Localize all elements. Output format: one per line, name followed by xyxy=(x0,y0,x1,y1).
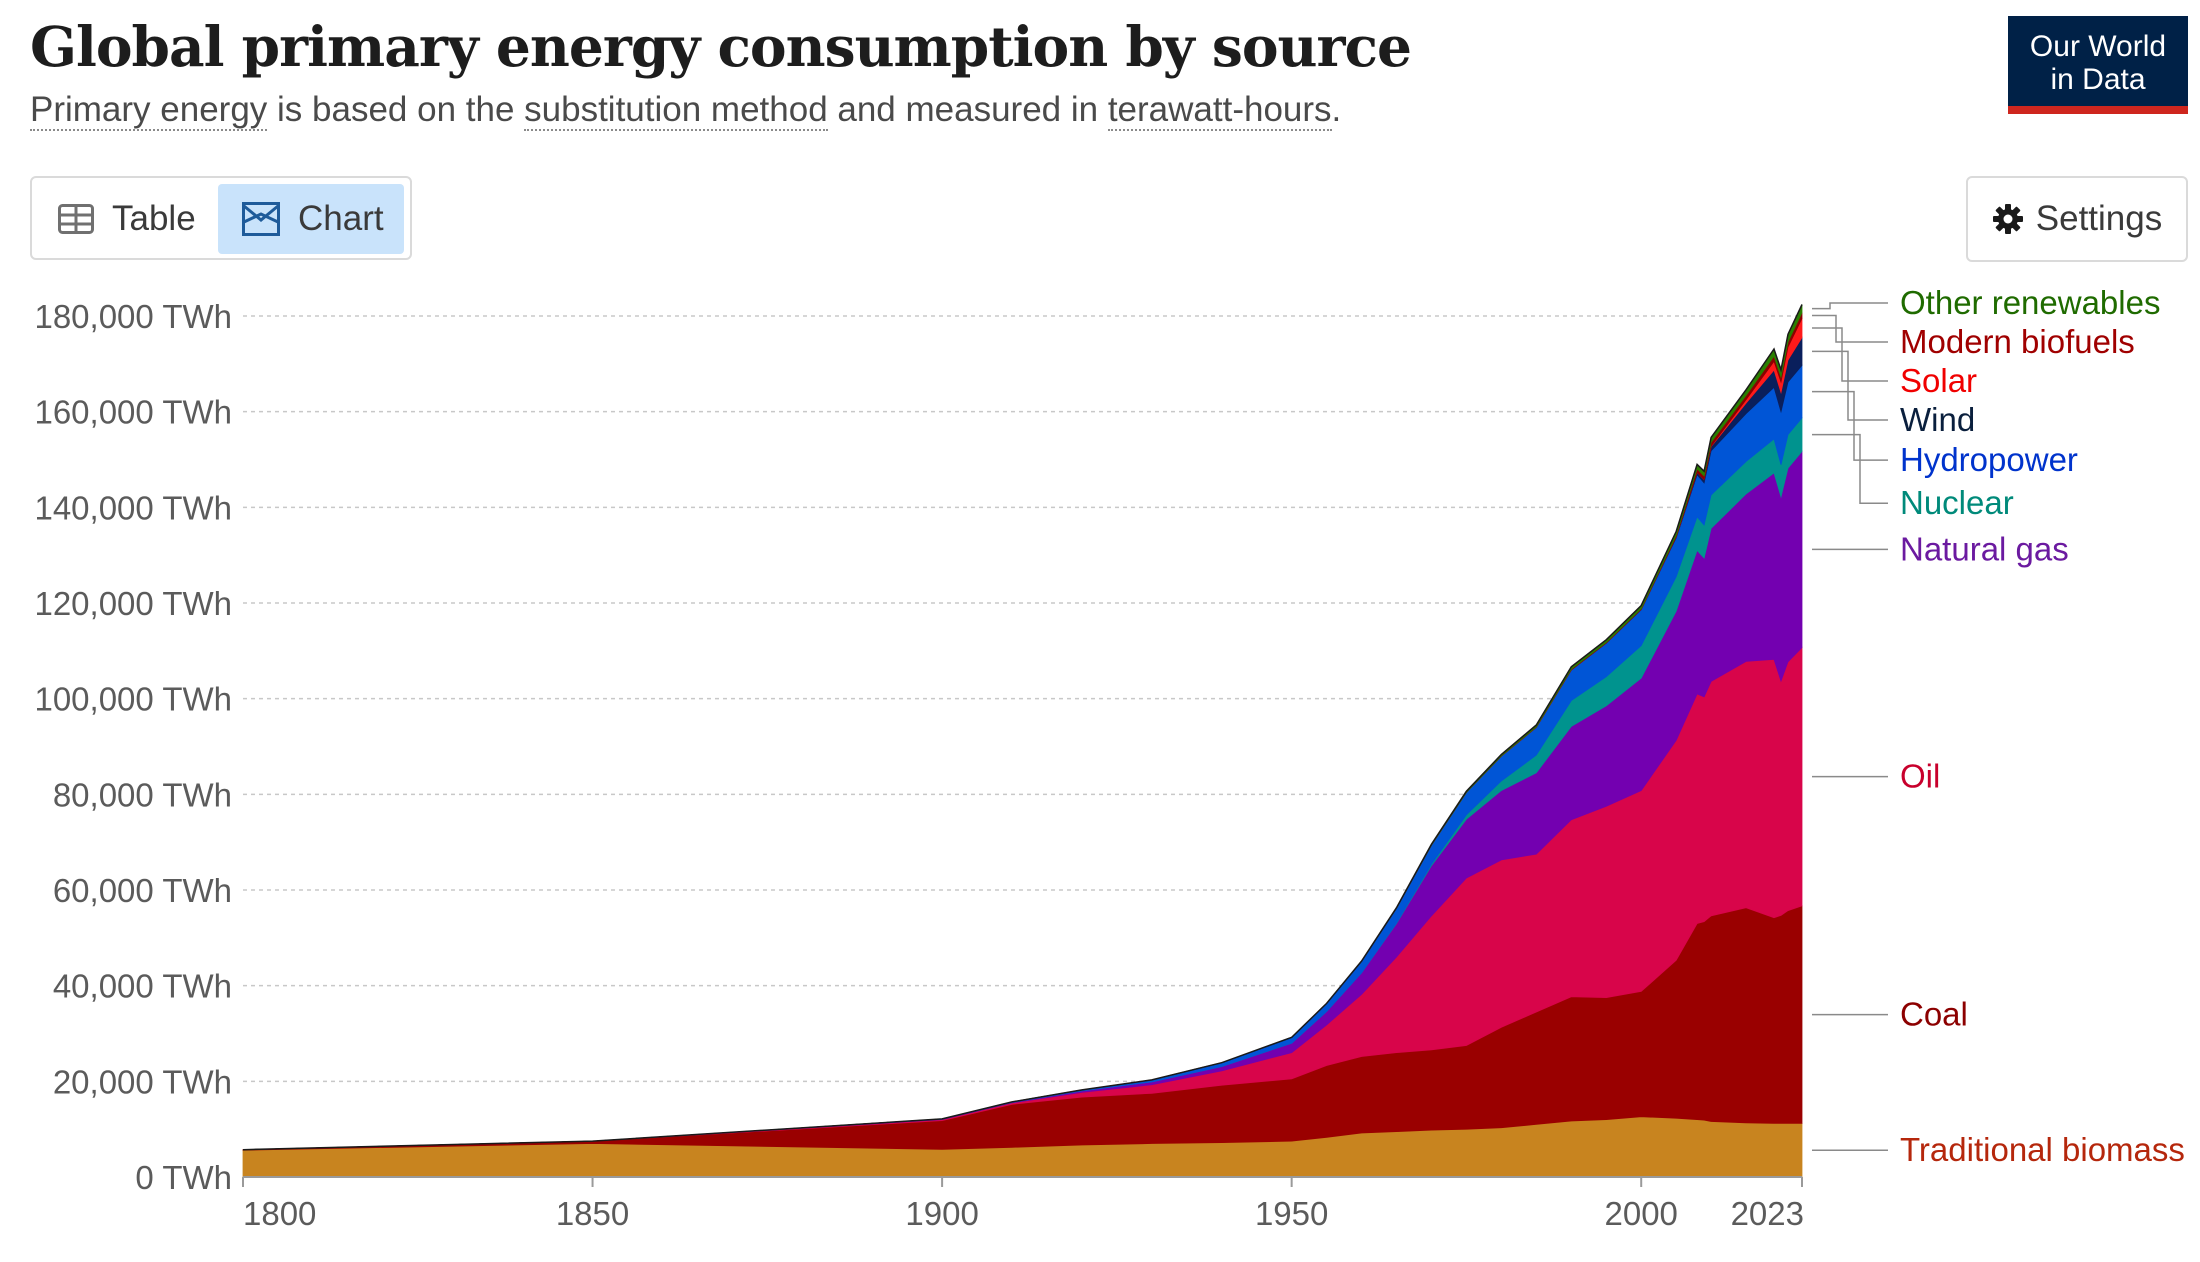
x-tick-label: 1950 xyxy=(1255,1195,1328,1232)
x-tick-label: 1900 xyxy=(905,1195,978,1232)
y-tick-label: 80,000 TWh xyxy=(53,776,232,813)
x-tick-label: 1800 xyxy=(243,1195,316,1232)
y-tick-label: 60,000 TWh xyxy=(53,872,232,909)
subtitle-text: is based on the xyxy=(267,90,525,129)
tab-chart[interactable]: Chart xyxy=(218,184,404,254)
subtitle-text: and measured in xyxy=(827,90,1108,129)
gear-icon xyxy=(1992,204,2023,234)
legend-connector xyxy=(1812,302,1888,310)
glossary-term-link[interactable]: substitution method xyxy=(524,90,828,131)
legend-label-hydropower[interactable]: Hydropower xyxy=(1900,441,2078,478)
chart-subtitle: Primary energy is based on the substitut… xyxy=(30,90,1342,131)
tab-chart-label: Chart xyxy=(298,199,384,238)
subtitle-text: . xyxy=(1331,90,1342,129)
legend-label-nuclear[interactable]: Nuclear xyxy=(1900,484,2014,521)
legend-label-wind[interactable]: Wind xyxy=(1900,401,1975,438)
area-series xyxy=(242,304,1803,1178)
legend-label-other-renewables[interactable]: Other renewables xyxy=(1900,284,2160,321)
legend-connector xyxy=(1812,433,1888,504)
settings-button[interactable]: Settings xyxy=(1966,176,2188,262)
y-tick-label: 120,000 TWh xyxy=(34,585,232,622)
legend-connector xyxy=(1812,390,1888,461)
legend-label-traditional-biomass[interactable]: Traditional biomass xyxy=(1900,1131,2185,1168)
y-tick-label: 40,000 TWh xyxy=(53,968,232,1005)
y-tick-label: 140,000 TWh xyxy=(34,489,232,526)
legend-label-solar[interactable]: Solar xyxy=(1900,362,1977,399)
y-tick-label: 0 TWh xyxy=(135,1159,232,1196)
y-tick-label: 160,000 TWh xyxy=(34,394,232,431)
table-icon xyxy=(58,204,94,234)
logo-line-1: Our World xyxy=(2029,30,2167,63)
owid-logo[interactable]: Our World in Data xyxy=(2008,16,2188,114)
legend-label-natural-gas[interactable]: Natural gas xyxy=(1900,530,2069,567)
x-axis: 1800 1850 1900 1950 2000 2023 xyxy=(242,1176,1804,1232)
view-toggle: Table Chart xyxy=(30,176,412,260)
logo-line-2: in Data xyxy=(2050,63,2146,96)
tab-table[interactable]: Table xyxy=(38,184,218,254)
legend-label-coal[interactable]: Coal xyxy=(1900,996,1968,1033)
y-axis: 0 TWh 20,000 TWh 40,000 TWh 60,000 TWh 80,00… xyxy=(34,298,232,1196)
y-tick-label: 20,000 TWh xyxy=(53,1063,232,1100)
glossary-term-link[interactable]: Primary energy xyxy=(30,90,268,131)
legend-connector xyxy=(1812,314,1888,343)
settings-label: Settings xyxy=(2035,199,2163,238)
x-tick-label: 2000 xyxy=(1604,1195,1677,1232)
x-tick-label: 1850 xyxy=(556,1195,629,1232)
legend-connector xyxy=(1812,350,1888,421)
x-tick-label: 2023 xyxy=(1731,1195,1804,1232)
tab-table-label: Table xyxy=(112,199,196,238)
chart-title: Global primary energy consumption by sou… xyxy=(30,14,1412,79)
legend-label-modern-biofuels[interactable]: Modern biofuels xyxy=(1900,323,2135,360)
glossary-term-link[interactable]: terawatt-hours xyxy=(1107,90,1332,131)
total-outline xyxy=(242,304,1803,1151)
legend: Traditional biomass Coal Oil Natural gas Nuc… xyxy=(1812,284,2185,1168)
legend-connector xyxy=(1812,327,1888,382)
legend-label-oil[interactable]: Oil xyxy=(1900,758,1940,795)
y-tick-label: 180,000 TWh xyxy=(34,298,232,335)
y-tick-label: 100,000 TWh xyxy=(34,681,232,718)
chart-icon xyxy=(242,202,280,236)
